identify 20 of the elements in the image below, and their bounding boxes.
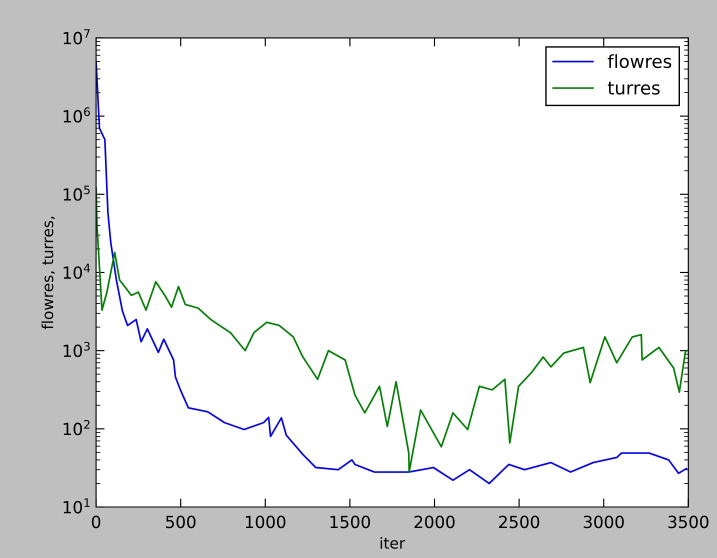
- x-tick-label: 3500: [668, 516, 708, 528]
- y-tick-label: 10$^{4}$: [64, 264, 90, 279]
- legend-label: flowres: [608, 54, 672, 68]
- y-tick-label: 10$^{5}$: [64, 186, 90, 201]
- y-tick-label: 10$^{1}$: [64, 498, 90, 514]
- line-series: [96, 187, 688, 473]
- x-tick-label: 2500: [499, 516, 540, 528]
- y-tick-label: 10$^{3}$: [64, 342, 90, 358]
- y-tick-label: 10$^{2}$: [64, 420, 90, 436]
- x-tick-label: 0: [92, 516, 100, 528]
- x-tick-label: 1000: [246, 516, 286, 528]
- y-tick-label: 10$^{6}$: [64, 107, 90, 123]
- x-tick-label: 500: [166, 516, 196, 528]
- y-axis-title: flowres, turres,: [42, 216, 55, 330]
- x-tick-label: 1500: [330, 516, 370, 528]
- x-tick-label: 2000: [414, 516, 455, 528]
- x-axis-title: iter: [380, 537, 406, 549]
- y-tick-label: 10$^{7}$: [64, 29, 90, 44]
- legend-label: turres: [608, 82, 660, 95]
- x-tick-label: 3000: [584, 516, 624, 528]
